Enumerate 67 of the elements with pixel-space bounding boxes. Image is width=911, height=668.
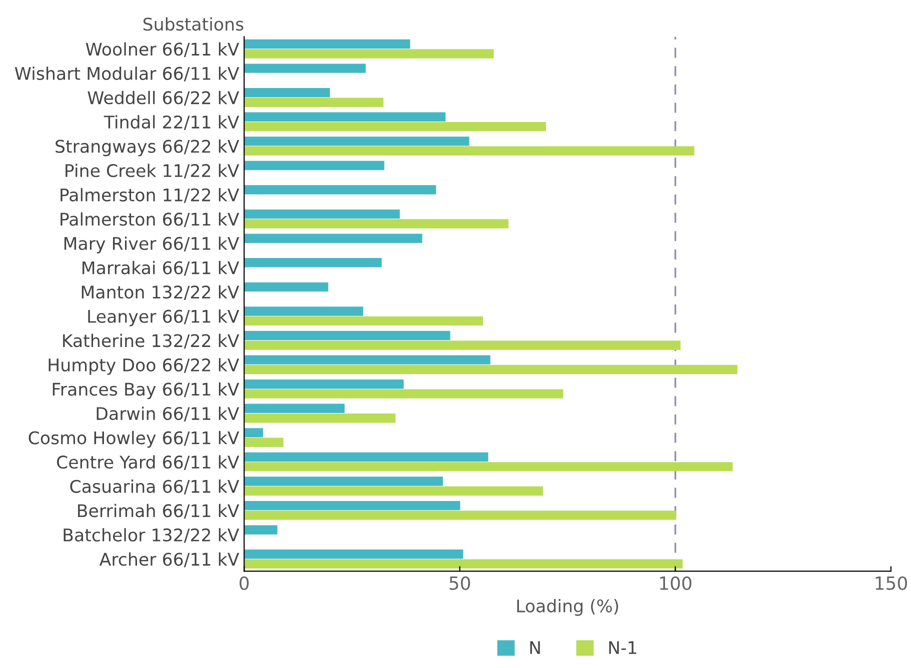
bar bbox=[244, 510, 676, 520]
bar bbox=[244, 146, 694, 156]
bar bbox=[244, 209, 400, 219]
x-tick-label: 0 bbox=[240, 576, 249, 590]
y-tick-label: Tindal 22/11 kV bbox=[104, 115, 240, 130]
y-tick-label: Berrimah 66/11 kV bbox=[78, 504, 240, 519]
bar bbox=[244, 234, 422, 243]
y-tick-label: Humpty Doo 66/22 kV bbox=[48, 358, 240, 375]
y-tick-label: Katherine 132/22 kV bbox=[63, 334, 240, 349]
bar bbox=[244, 160, 384, 170]
bar bbox=[244, 64, 366, 73]
bar bbox=[244, 428, 264, 438]
bar bbox=[244, 389, 564, 398]
y-tick-label: Wishart Modular 66/11 kV bbox=[14, 66, 240, 82]
y-tick-label: Strangways 66/22 kV bbox=[56, 139, 240, 156]
bar bbox=[244, 219, 508, 228]
x-tick-label: 50 bbox=[450, 576, 470, 590]
bar bbox=[244, 462, 733, 472]
y-tick-label: Woolner 66/11 kV bbox=[86, 42, 240, 58]
bar bbox=[244, 258, 382, 268]
x-tick-label: 150 bbox=[876, 576, 907, 590]
y-tick-label: Manton 132/22 kV bbox=[82, 285, 240, 300]
bar bbox=[244, 330, 450, 340]
x-axis-title: Loading (%) bbox=[517, 599, 618, 616]
bar bbox=[244, 476, 443, 486]
y-tick-label: Batchelor 132/22 kV bbox=[64, 528, 240, 543]
bar bbox=[244, 452, 488, 462]
y-tick-label: Archer 66/11 kV bbox=[99, 552, 240, 568]
bar bbox=[244, 355, 490, 364]
bar bbox=[244, 136, 470, 146]
bar bbox=[244, 88, 330, 98]
bar bbox=[244, 550, 464, 559]
bar bbox=[244, 122, 546, 132]
y-tick-label: Palmerston 66/11 kV bbox=[60, 212, 240, 228]
bar bbox=[244, 525, 278, 534]
y-tick-label: Centre Yard 66/11 kV bbox=[56, 455, 240, 470]
y-tick-label: Weddell 66/22 kV bbox=[88, 90, 240, 106]
y-tick-label: Frances Bay 66/11 kV bbox=[52, 382, 240, 400]
bar bbox=[244, 413, 396, 423]
bar bbox=[244, 364, 738, 374]
bar bbox=[244, 112, 446, 122]
y-tick-label: Leanyer 66/11 kV bbox=[88, 309, 240, 326]
y-tick-label: Darwin 66/11 kV bbox=[96, 406, 240, 422]
bar bbox=[244, 98, 384, 107]
bar bbox=[244, 404, 345, 414]
bar bbox=[244, 500, 460, 510]
bar bbox=[244, 340, 681, 350]
bar bbox=[244, 559, 683, 568]
bar bbox=[244, 379, 404, 389]
y-tick-label: Cosmo Howley 66/11 kV bbox=[28, 430, 240, 448]
y-tick-label: Marrakai 66/11 kV bbox=[82, 260, 240, 276]
bar bbox=[244, 486, 543, 496]
bar bbox=[244, 438, 284, 448]
bar bbox=[244, 49, 494, 58]
legend-label: N-1 bbox=[609, 641, 636, 654]
y-axis-title: Substations bbox=[143, 17, 244, 31]
y-tick-label: Mary River 66/11 kV bbox=[64, 236, 240, 254]
y-tick-label: Casuarina 66/11 kV bbox=[70, 480, 240, 494]
bar bbox=[244, 316, 484, 326]
x-tick-label: 100 bbox=[660, 576, 692, 590]
bar bbox=[244, 306, 364, 316]
y-tick-label: Palmerston 11/22 kV bbox=[60, 188, 240, 203]
bar bbox=[244, 39, 410, 49]
y-tick-label: Pine Creek 11/22 kV bbox=[66, 164, 240, 179]
bar bbox=[244, 185, 436, 194]
bar bbox=[244, 282, 328, 292]
legend-label: N bbox=[530, 641, 540, 654]
